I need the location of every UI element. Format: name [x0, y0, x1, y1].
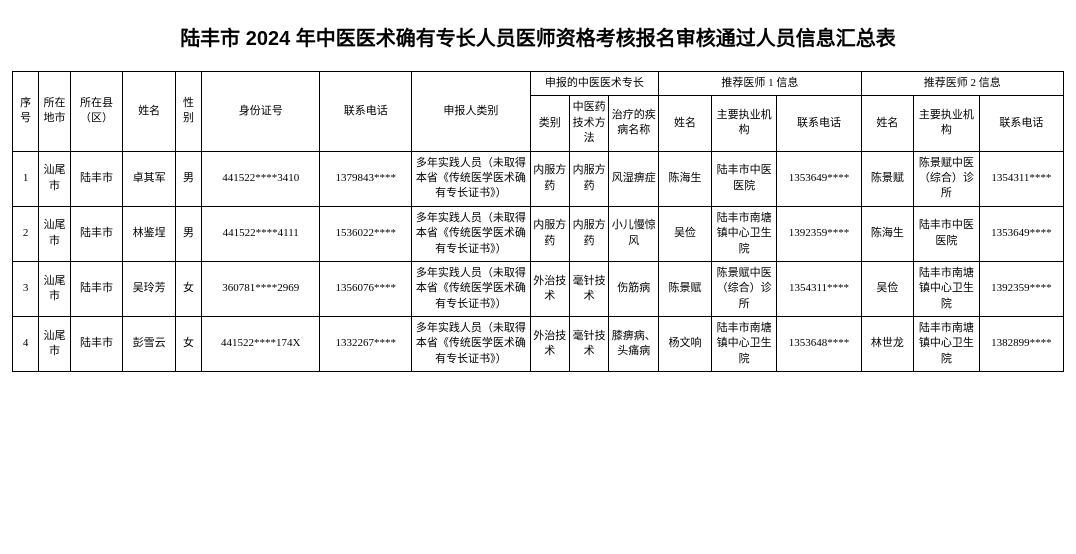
cell-r2-phone: 1392359**** — [979, 261, 1063, 316]
cell-county: 陆丰市 — [70, 151, 123, 206]
cell-id: 441522****174X — [202, 317, 320, 372]
cell-r1-org: 陆丰市南塘镇中心卫生院 — [711, 317, 777, 372]
hdr-name: 姓名 — [123, 72, 176, 152]
hdr-seq: 序号 — [13, 72, 39, 152]
cell-disease: 小儿慢惊风 — [609, 206, 659, 261]
hdr-rec2-group: 推荐医师 2 信息 — [861, 72, 1063, 96]
cell-disease: 风湿痹症 — [609, 151, 659, 206]
hdr-specialty-disease: 治疗的疾病名称 — [609, 96, 659, 151]
table-row: 2汕尾市陆丰市林鉴埕男441522****41111536022****多年实践… — [13, 206, 1064, 261]
cell-id: 441522****3410 — [202, 151, 320, 206]
cell-applicant-type: 多年实践人员（未取得本省《传统医学医术确有专长证书》） — [412, 206, 530, 261]
cell-disease: 伤筋病 — [609, 261, 659, 316]
hdr-rec1-name: 姓名 — [659, 96, 712, 151]
cell-r1-org: 陆丰市中医医院 — [711, 151, 777, 206]
cell-method: 内服方药 — [569, 151, 608, 206]
cell-city: 汕尾市 — [39, 151, 71, 206]
cell-cat: 内服方药 — [530, 206, 569, 261]
cell-r2-org: 陆丰市南塘镇中心卫生院 — [914, 317, 980, 372]
cell-r1-phone: 1392359**** — [777, 206, 861, 261]
cell-seq: 2 — [13, 206, 39, 261]
cell-r2-name: 吴俭 — [861, 261, 914, 316]
cell-name: 彭雪云 — [123, 317, 176, 372]
table-row: 4汕尾市陆丰市彭雪云女441522****174X1332267****多年实践… — [13, 317, 1064, 372]
cell-r2-org: 陆丰市中医医院 — [914, 206, 980, 261]
cell-r1-name: 陈海生 — [659, 151, 712, 206]
cell-r2-org: 陈景赋中医（综合）诊所 — [914, 151, 980, 206]
hdr-rec2-name: 姓名 — [861, 96, 914, 151]
cell-seq: 3 — [13, 261, 39, 316]
cell-r1-phone: 1354311**** — [777, 261, 861, 316]
cell-r1-org: 陆丰市南塘镇中心卫生院 — [711, 206, 777, 261]
hdr-rec1-group: 推荐医师 1 信息 — [659, 72, 861, 96]
cell-r2-name: 陈景赋 — [861, 151, 914, 206]
cell-r2-org: 陆丰市南塘镇中心卫生院 — [914, 261, 980, 316]
cell-phone: 1356076**** — [320, 261, 412, 316]
cell-method: 内服方药 — [569, 206, 608, 261]
cell-method: 毫针技术 — [569, 317, 608, 372]
hdr-city: 所在地市 — [39, 72, 71, 152]
cell-r2-phone: 1353649**** — [979, 206, 1063, 261]
hdr-specialty-cat: 类别 — [530, 96, 569, 151]
hdr-county: 所在县（区） — [70, 72, 123, 152]
cell-applicant-type: 多年实践人员（未取得本省《传统医学医术确有专长证书》） — [412, 261, 530, 316]
cell-sex: 女 — [175, 261, 201, 316]
cell-method: 毫针技术 — [569, 261, 608, 316]
cell-phone: 1379843**** — [320, 151, 412, 206]
hdr-phone: 联系电话 — [320, 72, 412, 152]
cell-city: 汕尾市 — [39, 317, 71, 372]
cell-phone: 1536022**** — [320, 206, 412, 261]
cell-cat: 内服方药 — [530, 151, 569, 206]
cell-name: 林鉴埕 — [123, 206, 176, 261]
cell-r1-org: 陈景赋中医（综合）诊所 — [711, 261, 777, 316]
cell-id: 360781****2969 — [202, 261, 320, 316]
table-row: 1汕尾市陆丰市卓其军男441522****34101379843****多年实践… — [13, 151, 1064, 206]
cell-city: 汕尾市 — [39, 261, 71, 316]
cell-r1-phone: 1353648**** — [777, 317, 861, 372]
hdr-applicant-type: 申报人类别 — [412, 72, 530, 152]
cell-county: 陆丰市 — [70, 206, 123, 261]
cell-r1-phone: 1353649**** — [777, 151, 861, 206]
cell-seq: 4 — [13, 317, 39, 372]
cell-sex: 男 — [175, 151, 201, 206]
cell-seq: 1 — [13, 151, 39, 206]
cell-applicant-type: 多年实践人员（未取得本省《传统医学医术确有专长证书》） — [412, 317, 530, 372]
cell-phone: 1332267**** — [320, 317, 412, 372]
cell-id: 441522****4111 — [202, 206, 320, 261]
summary-table: 序号 所在地市 所在县（区） 姓名 性别 身份证号 联系电话 申报人类别 申报的… — [12, 71, 1064, 372]
cell-name: 卓其军 — [123, 151, 176, 206]
cell-sex: 男 — [175, 206, 201, 261]
cell-cat: 外治技术 — [530, 317, 569, 372]
hdr-rec2-org: 主要执业机构 — [914, 96, 980, 151]
cell-r2-phone: 1354311**** — [979, 151, 1063, 206]
cell-disease: 膝痹病、头痛病 — [609, 317, 659, 372]
cell-cat: 外治技术 — [530, 261, 569, 316]
cell-r2-phone: 1382899**** — [979, 317, 1063, 372]
hdr-specialty-group: 申报的中医医术专长 — [530, 72, 659, 96]
hdr-rec2-phone: 联系电话 — [979, 96, 1063, 151]
cell-county: 陆丰市 — [70, 317, 123, 372]
cell-county: 陆丰市 — [70, 261, 123, 316]
cell-r1-name: 陈景赋 — [659, 261, 712, 316]
hdr-rec1-org: 主要执业机构 — [711, 96, 777, 151]
hdr-rec1-phone: 联系电话 — [777, 96, 861, 151]
hdr-id: 身份证号 — [202, 72, 320, 152]
table-body: 1汕尾市陆丰市卓其军男441522****34101379843****多年实践… — [13, 151, 1064, 372]
cell-r1-name: 吴俭 — [659, 206, 712, 261]
cell-sex: 女 — [175, 317, 201, 372]
table-row: 3汕尾市陆丰市吴玲芳女360781****29691356076****多年实践… — [13, 261, 1064, 316]
cell-city: 汕尾市 — [39, 206, 71, 261]
cell-applicant-type: 多年实践人员（未取得本省《传统医学医术确有专长证书》） — [412, 151, 530, 206]
hdr-sex: 性别 — [175, 72, 201, 152]
hdr-specialty-method: 中医药技术方法 — [569, 96, 608, 151]
table-header: 序号 所在地市 所在县（区） 姓名 性别 身份证号 联系电话 申报人类别 申报的… — [13, 72, 1064, 152]
page-title: 陆丰市 2024 年中医医术确有专长人员医师资格考核报名审核通过人员信息汇总表 — [12, 22, 1064, 51]
cell-r2-name: 陈海生 — [861, 206, 914, 261]
cell-name: 吴玲芳 — [123, 261, 176, 316]
cell-r1-name: 杨文响 — [659, 317, 712, 372]
cell-r2-name: 林世龙 — [861, 317, 914, 372]
